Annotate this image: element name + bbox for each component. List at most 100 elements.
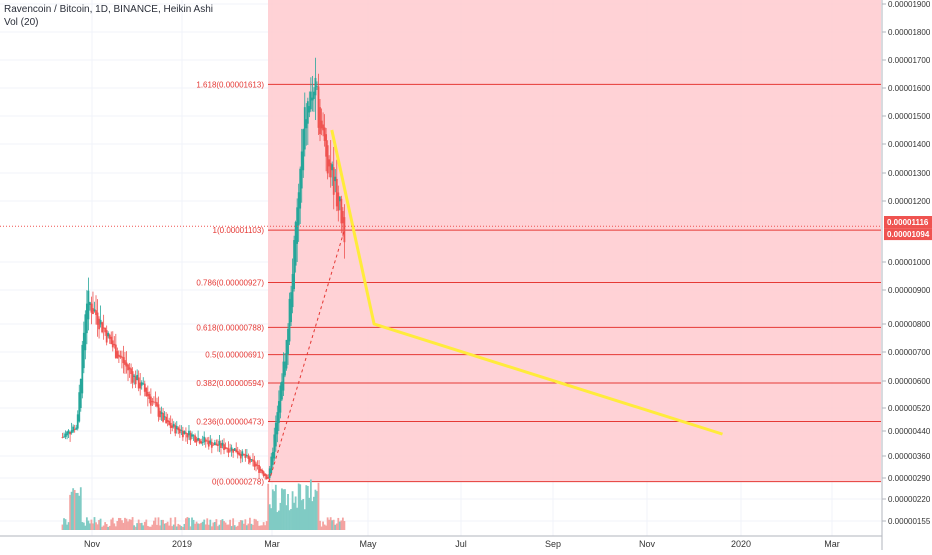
candle-body bbox=[223, 444, 225, 451]
volume-bar bbox=[108, 525, 111, 530]
candle-body bbox=[78, 392, 81, 422]
candle-body bbox=[210, 442, 213, 448]
candle-body bbox=[99, 319, 102, 325]
volume-bar bbox=[343, 520, 346, 530]
candle-body bbox=[186, 433, 189, 438]
candle-body bbox=[218, 441, 221, 446]
time-axis-tick-label: Mar bbox=[264, 539, 280, 549]
price-badge bbox=[884, 228, 932, 241]
candle-body bbox=[183, 431, 186, 434]
volume-bar bbox=[244, 519, 247, 530]
chart-title: Ravencoin / Bitcoin, 1D, BINANCE, Heikin… bbox=[4, 4, 213, 15]
time-axis-tick-label: 2019 bbox=[172, 539, 192, 549]
candle-body bbox=[171, 425, 174, 428]
price-axis-tick-label: 0.00001300 bbox=[888, 169, 931, 178]
volume-bar bbox=[340, 520, 343, 530]
volume-bar bbox=[332, 519, 335, 530]
candle-body bbox=[79, 378, 82, 409]
price-axis-tick-label: 0.00000360 bbox=[888, 452, 931, 461]
volume-bar bbox=[148, 526, 151, 530]
volume-bar bbox=[319, 520, 321, 530]
volume-bar bbox=[207, 524, 210, 530]
volume-bar bbox=[73, 490, 76, 530]
price-axis-tick-label: 0.00000900 bbox=[888, 286, 931, 295]
candle-body bbox=[163, 416, 166, 418]
volume-bar bbox=[329, 517, 332, 530]
volume-bar bbox=[258, 525, 260, 530]
candle-body bbox=[194, 435, 196, 443]
volume-bar bbox=[331, 520, 334, 530]
candle-body bbox=[130, 368, 132, 374]
volume-bar bbox=[287, 493, 289, 530]
candle-body bbox=[297, 192, 300, 226]
price-axis-tick-label: 0.00000800 bbox=[888, 320, 931, 329]
volume-bar bbox=[93, 517, 96, 530]
fib-level-label: 1(0.00001103) bbox=[213, 226, 265, 235]
candle-body bbox=[309, 91, 312, 110]
candle-body bbox=[305, 119, 308, 129]
fib-level-label: 0.786(0.00000927) bbox=[196, 278, 264, 287]
candle-body bbox=[300, 151, 303, 189]
candle-body bbox=[343, 217, 346, 243]
candle-body bbox=[139, 382, 142, 389]
candle-body bbox=[293, 240, 296, 290]
candle-body bbox=[227, 448, 230, 453]
candle-body bbox=[238, 452, 241, 456]
volume-bar bbox=[249, 517, 251, 530]
volume-bar bbox=[288, 510, 291, 530]
candle-body bbox=[101, 322, 104, 333]
volume-bar bbox=[224, 522, 227, 530]
candle-body bbox=[284, 361, 286, 376]
volume-bar bbox=[168, 525, 171, 530]
candle-body bbox=[148, 394, 151, 400]
candle-body bbox=[63, 436, 65, 438]
time-axis-tick-label: Jul bbox=[455, 539, 467, 549]
candle-body bbox=[113, 343, 116, 346]
candle-body bbox=[156, 402, 158, 407]
volume-bar bbox=[276, 512, 279, 530]
volume-bar bbox=[203, 519, 206, 530]
price-axis-tick-label: 0.00000220 bbox=[888, 495, 931, 504]
candle-body bbox=[290, 292, 292, 323]
volume-bar bbox=[105, 524, 108, 530]
volume-bar bbox=[127, 521, 129, 530]
projection-path bbox=[330, 129, 723, 436]
candle-body bbox=[212, 444, 215, 446]
candle-body bbox=[168, 420, 171, 425]
candle-body bbox=[93, 309, 96, 312]
volume-bar bbox=[92, 523, 94, 530]
volume-bar bbox=[232, 518, 235, 530]
candle-body bbox=[268, 468, 271, 478]
candle-body bbox=[276, 412, 279, 435]
price-axis-tick-label: 0.00000520 bbox=[888, 404, 931, 413]
volume-bar bbox=[284, 489, 286, 530]
volume-bar bbox=[274, 484, 277, 530]
volume-bar bbox=[151, 524, 154, 530]
candle-body bbox=[314, 77, 317, 96]
price-axis-tick-label: 0.00000600 bbox=[888, 377, 931, 386]
candle-body bbox=[215, 443, 218, 446]
volume-bar bbox=[110, 519, 113, 530]
volume-bar bbox=[303, 509, 306, 530]
volume-bar bbox=[142, 525, 145, 530]
fib-level-label: 0(0.00000278) bbox=[212, 478, 264, 487]
candle-body bbox=[142, 383, 145, 385]
candle-body bbox=[235, 449, 238, 453]
candle-body bbox=[108, 334, 111, 339]
volume-bar bbox=[165, 523, 168, 530]
volume-bar bbox=[181, 526, 184, 530]
candle-body bbox=[245, 455, 248, 457]
drawings-layer bbox=[0, 129, 881, 482]
candle-body bbox=[267, 476, 270, 479]
volume-bar bbox=[70, 491, 73, 530]
volume-bar bbox=[84, 525, 87, 530]
volume-bar bbox=[163, 523, 166, 530]
candle-body bbox=[188, 430, 190, 436]
candle-body bbox=[241, 451, 244, 457]
candle-body bbox=[66, 431, 68, 436]
candle-body bbox=[146, 391, 149, 397]
candle-body bbox=[230, 447, 233, 451]
volume-bar bbox=[291, 491, 294, 530]
